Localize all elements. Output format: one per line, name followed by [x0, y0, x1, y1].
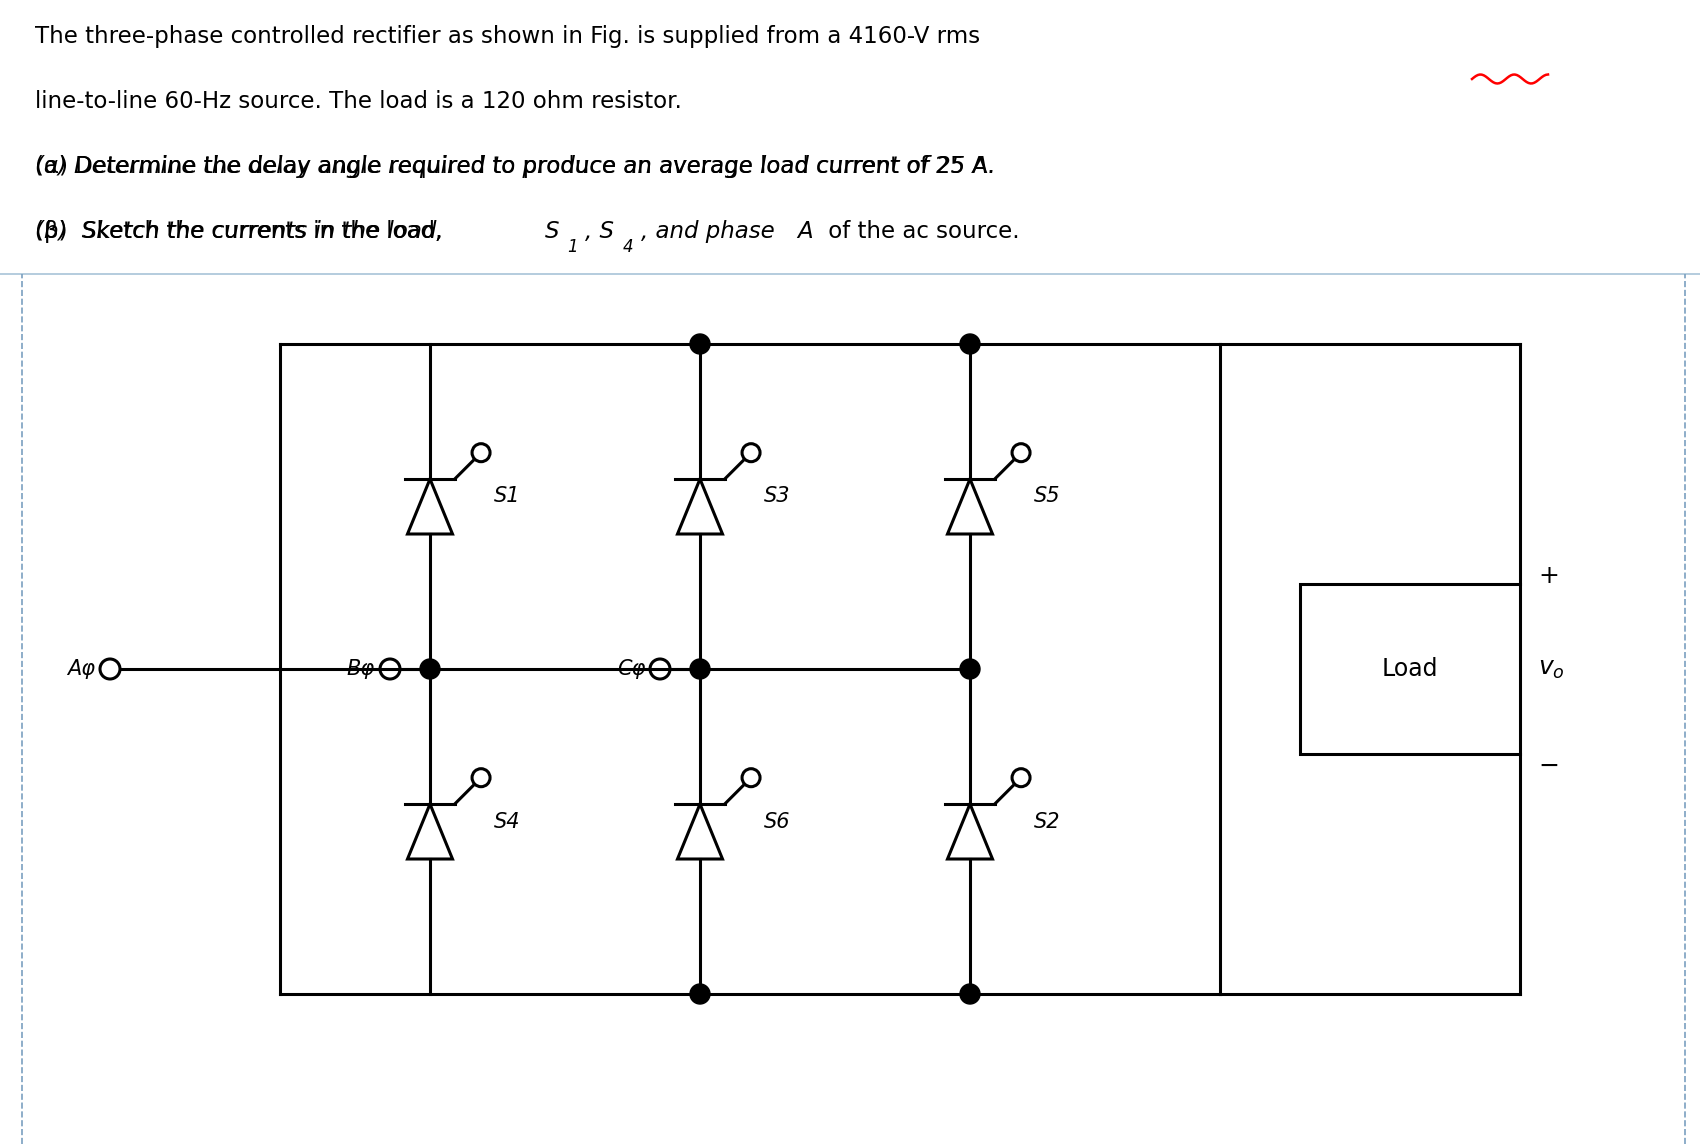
Text: −: −: [1538, 754, 1559, 778]
Text: Aφ: Aφ: [66, 659, 95, 680]
Text: S6: S6: [763, 811, 791, 832]
Text: , S: , S: [585, 220, 614, 243]
Text: 1: 1: [568, 238, 578, 256]
Text: S3: S3: [763, 486, 791, 507]
Circle shape: [960, 984, 979, 1004]
Circle shape: [960, 334, 979, 353]
Text: A: A: [797, 220, 813, 243]
Text: S1: S1: [493, 486, 520, 507]
Text: S5: S5: [1034, 486, 1061, 507]
Bar: [1300, 583, 1520, 754]
Text: S: S: [546, 220, 559, 243]
Text: 4: 4: [622, 238, 634, 256]
Text: (α) Determine the delay angle required to produce an average load current of 25 : (α) Determine the delay angle required t…: [36, 154, 994, 178]
Circle shape: [960, 659, 979, 680]
Text: (β)  Sketch the currents in the load,: (β) Sketch the currents in the load,: [36, 220, 449, 243]
Text: S2: S2: [1034, 811, 1061, 832]
Circle shape: [420, 659, 440, 680]
Text: The three-phase controlled rectifier as shown in Fig. is supplied from a 4160-V : The three-phase controlled rectifier as …: [36, 25, 981, 48]
Text: (b)  Sketch the currents in the load,: (b) Sketch the currents in the load,: [36, 220, 450, 243]
Circle shape: [690, 334, 711, 353]
Text: (a) Determine the delay angle required to produce an average load current of 25 : (a) Determine the delay angle required t…: [36, 154, 996, 178]
Circle shape: [690, 984, 711, 1004]
Text: Bφ: Bφ: [347, 659, 376, 680]
Text: Cφ: Cφ: [617, 659, 644, 680]
Text: of the ac source.: of the ac source.: [821, 220, 1020, 243]
Text: , and phase: , and phase: [641, 220, 782, 243]
Bar: [0, 0, 1700, 275]
Text: $v_o$: $v_o$: [1538, 657, 1564, 681]
Text: line-to-line 60-Hz source. The load is a 120 ohm resistor.: line-to-line 60-Hz source. The load is a…: [36, 90, 682, 113]
Text: S4: S4: [493, 811, 520, 832]
Bar: [0, 275, 1700, 1144]
Text: +: +: [1538, 564, 1559, 588]
Circle shape: [690, 659, 711, 680]
Text: Load: Load: [1382, 657, 1438, 681]
